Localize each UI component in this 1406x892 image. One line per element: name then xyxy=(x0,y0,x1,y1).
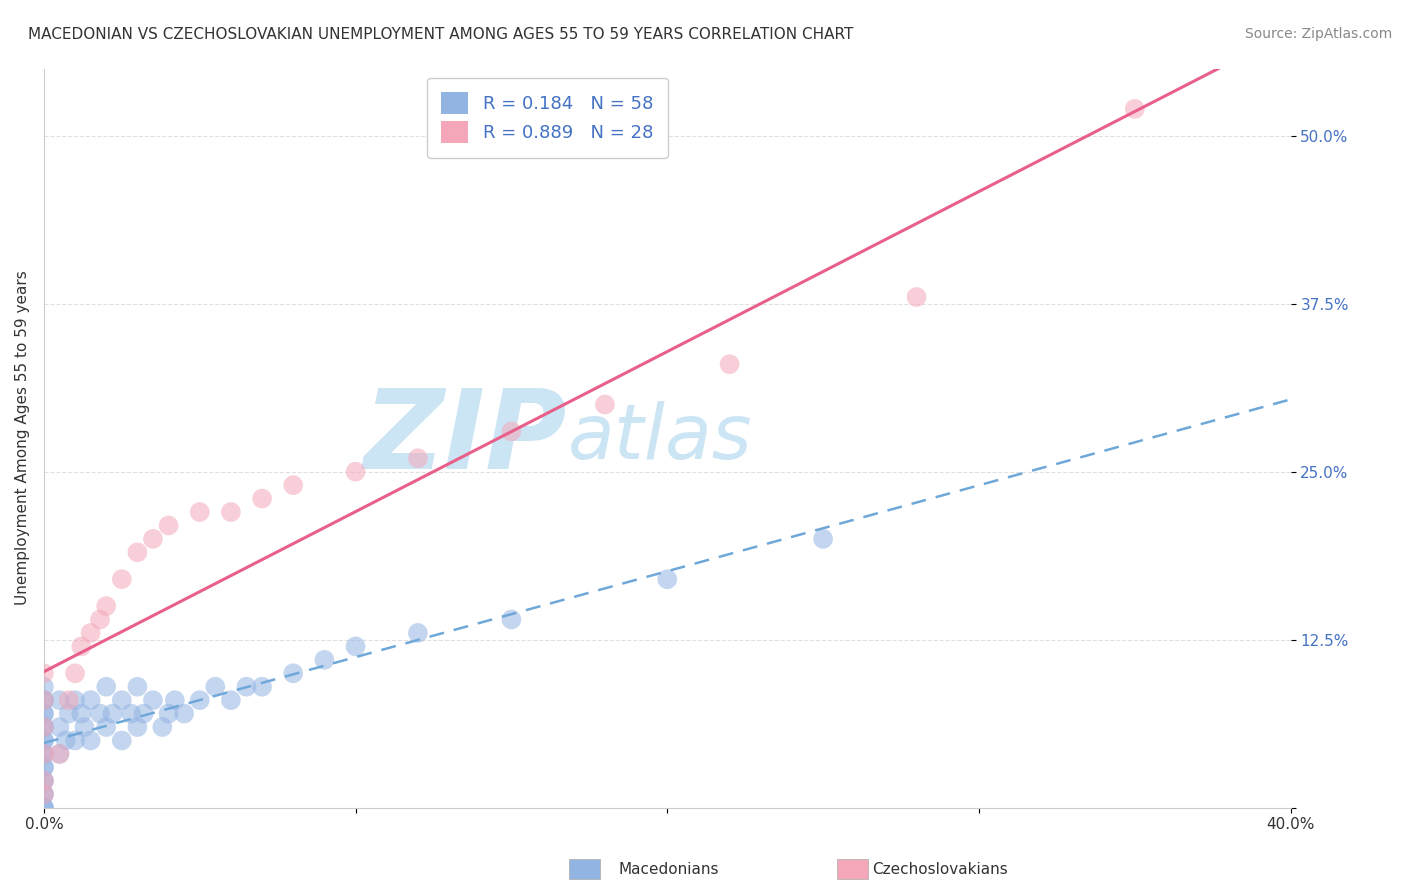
Point xyxy=(142,532,165,546)
Text: Source: ZipAtlas.com: Source: ZipAtlas.com xyxy=(1244,27,1392,41)
Point xyxy=(120,706,142,721)
Point xyxy=(219,505,242,519)
Point xyxy=(32,720,55,734)
Point xyxy=(70,706,93,721)
Text: Czechoslovakians: Czechoslovakians xyxy=(872,863,1008,877)
Point xyxy=(32,787,55,801)
Point xyxy=(32,693,55,707)
Point xyxy=(48,720,70,734)
Point xyxy=(150,720,173,734)
Point xyxy=(111,693,134,707)
Point xyxy=(32,787,55,801)
Point xyxy=(58,693,80,707)
Point xyxy=(63,693,86,707)
Point xyxy=(157,706,180,721)
Point xyxy=(250,491,273,506)
Point xyxy=(96,720,118,734)
Point xyxy=(55,733,77,747)
Point xyxy=(283,666,305,681)
Point xyxy=(32,733,55,747)
Point xyxy=(32,706,55,721)
Point xyxy=(79,626,101,640)
Point xyxy=(101,706,124,721)
Point xyxy=(132,706,155,721)
Point xyxy=(142,693,165,707)
Point xyxy=(173,706,195,721)
Point xyxy=(32,800,55,814)
Point xyxy=(32,773,55,788)
Point xyxy=(188,693,211,707)
Point xyxy=(204,680,226,694)
Point xyxy=(58,706,80,721)
Point xyxy=(32,720,55,734)
Point xyxy=(79,733,101,747)
Point xyxy=(32,666,55,681)
Point xyxy=(32,747,55,761)
Point xyxy=(32,773,55,788)
Legend: R = 0.184   N = 58, R = 0.889   N = 28: R = 0.184 N = 58, R = 0.889 N = 28 xyxy=(427,78,668,158)
Point xyxy=(127,720,149,734)
Point xyxy=(127,680,149,694)
Point xyxy=(32,706,55,721)
Point xyxy=(73,720,96,734)
Point xyxy=(127,545,149,559)
Point xyxy=(32,760,55,774)
Point xyxy=(48,693,70,707)
Point xyxy=(314,653,336,667)
Point xyxy=(32,733,55,747)
Point xyxy=(1123,102,1146,116)
Text: Macedonians: Macedonians xyxy=(619,863,718,877)
Point xyxy=(905,290,928,304)
Point xyxy=(79,693,101,707)
Point xyxy=(32,680,55,694)
Point xyxy=(70,640,93,654)
Point xyxy=(96,599,118,613)
Text: MACEDONIAN VS CZECHOSLOVAKIAN UNEMPLOYMENT AMONG AGES 55 TO 59 YEARS CORRELATION: MACEDONIAN VS CZECHOSLOVAKIAN UNEMPLOYME… xyxy=(28,27,853,42)
Point xyxy=(32,720,55,734)
Point xyxy=(657,572,679,586)
Point xyxy=(250,680,273,694)
Point xyxy=(63,666,86,681)
Point xyxy=(235,680,257,694)
Point xyxy=(32,800,55,814)
Point xyxy=(89,613,111,627)
Y-axis label: Unemployment Among Ages 55 to 59 years: Unemployment Among Ages 55 to 59 years xyxy=(15,271,30,606)
Point xyxy=(96,680,118,694)
Point xyxy=(718,357,741,371)
Point xyxy=(48,747,70,761)
Text: ZIP: ZIP xyxy=(364,384,568,491)
Text: atlas: atlas xyxy=(568,401,752,475)
Point xyxy=(188,505,211,519)
Point xyxy=(501,613,523,627)
Point xyxy=(501,425,523,439)
Point xyxy=(63,733,86,747)
Point xyxy=(32,800,55,814)
Point xyxy=(406,626,429,640)
Point xyxy=(163,693,186,707)
Point xyxy=(811,532,834,546)
Point xyxy=(32,787,55,801)
Point xyxy=(344,465,367,479)
Point xyxy=(111,733,134,747)
Point xyxy=(32,747,55,761)
Point xyxy=(111,572,134,586)
Point xyxy=(89,706,111,721)
Point xyxy=(32,773,55,788)
Point xyxy=(406,451,429,466)
Point xyxy=(344,640,367,654)
Point xyxy=(32,760,55,774)
Point xyxy=(32,747,55,761)
Point xyxy=(593,397,616,411)
Point xyxy=(48,747,70,761)
Point xyxy=(32,693,55,707)
Point xyxy=(283,478,305,492)
Point xyxy=(219,693,242,707)
Point xyxy=(32,693,55,707)
Point xyxy=(157,518,180,533)
